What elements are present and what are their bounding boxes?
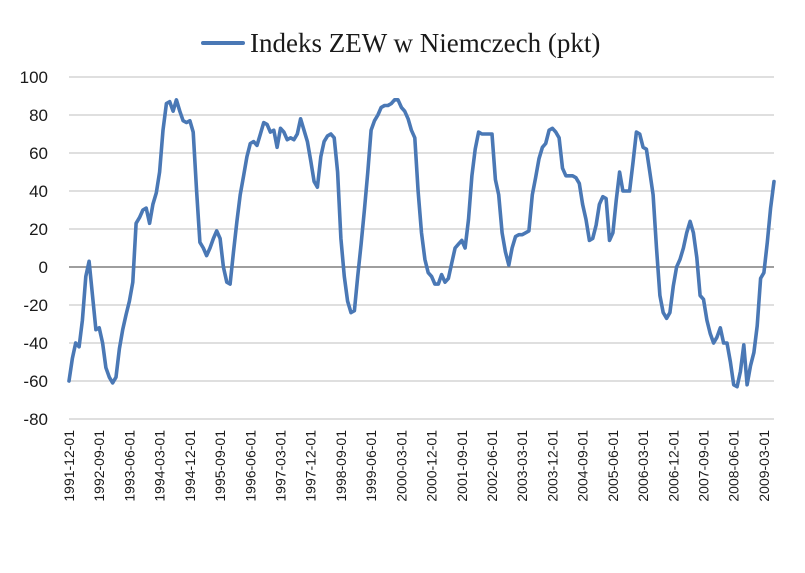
y-tick-label: 100 [20,68,48,87]
series-layer [67,98,776,389]
x-tick-label: 2000-03-01 [393,430,409,502]
series-line-zew [67,98,776,389]
x-tick-label: 1991-12-01 [61,430,77,502]
y-tick-label: -80 [23,410,48,429]
y-axis-tick-labels: 100 80 60 40 20 0 -20 -40 -60 -80 [20,68,48,429]
y-tick-label: -20 [23,296,48,315]
legend: Indeks ZEW w Niemczech (pkt) [201,28,600,58]
x-tick-label: 2006-12-01 [665,430,681,502]
x-tick-label: 2007-09-01 [696,430,712,502]
x-tick-label: 1997-12-01 [303,430,319,502]
y-tick-label: 0 [39,258,48,277]
x-tick-label: 2004-09-01 [575,430,591,502]
x-tick-label: 2006-03-01 [635,430,651,502]
x-tick-label: 2001-09-01 [454,430,470,502]
x-tick-label: 1998-09-01 [333,430,349,502]
x-tick-label: 1999-06-01 [363,430,379,502]
y-tick-label: 80 [29,106,48,125]
x-tick-label: 2005-06-01 [605,430,621,502]
legend-series-label: Indeks ZEW w Niemczech (pkt) [250,28,600,58]
x-tick-label: 1994-03-01 [152,430,168,502]
y-tick-label: -60 [23,372,48,391]
gridlines [69,76,774,420]
x-tick-label: 1995-09-01 [212,430,228,502]
x-axis-tick-labels: 1991-12-01 1992-09-01 1993-06-01 1994-03-01… [61,430,772,502]
x-tick-label: 2009-03-01 [756,430,772,502]
x-tick-label: 1992-09-01 [91,430,107,502]
y-tick-label: 40 [29,182,48,201]
x-tick-label: 1997-03-01 [273,430,289,502]
x-tick-label: 1996-06-01 [242,430,258,502]
x-tick-label: 1993-06-01 [121,430,137,502]
x-tick-label: 2002-06-01 [484,430,500,502]
x-tick-label: 2008-06-01 [726,430,742,502]
x-tick-label: 2003-03-01 [514,430,530,502]
x-tick-label: 1994-12-01 [182,430,198,502]
x-tick-label: 2003-12-01 [544,430,560,502]
x-tick-label: 2000-12-01 [424,430,440,502]
y-tick-label: 60 [29,144,48,163]
y-tick-label: 20 [29,220,48,239]
y-tick-label: -40 [23,334,48,353]
